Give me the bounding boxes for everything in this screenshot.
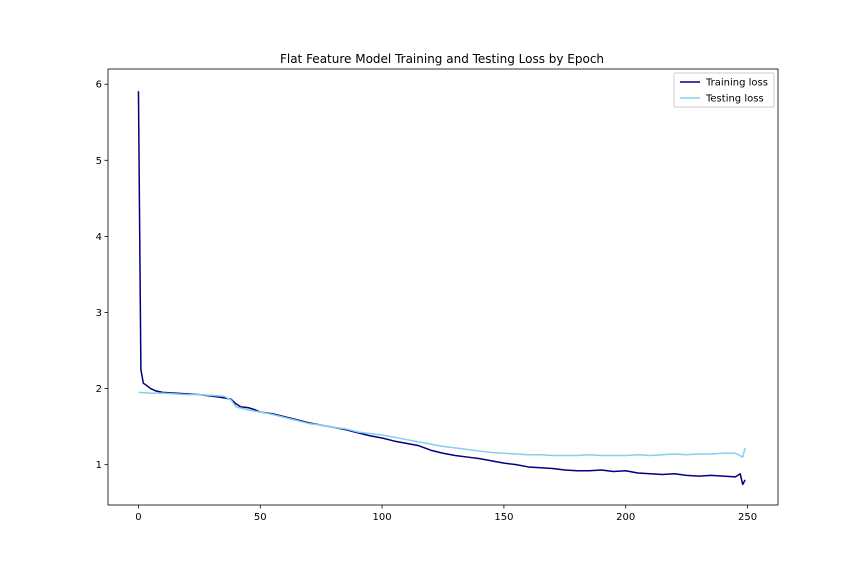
series-line-training-loss — [137, 91, 746, 486]
series-line-testing-loss — [138, 391, 746, 458]
x-tick-label: 100 — [373, 512, 392, 523]
x-tick-label: 150 — [494, 512, 513, 523]
x-tick-label: 250 — [738, 512, 757, 523]
y-tick-label: 2 — [96, 384, 102, 395]
y-tick-label: 5 — [96, 156, 102, 167]
y-tick-label: 3 — [96, 308, 102, 319]
axes: 0 50 100 150 200 250 1 2 3 4 5 6 — [96, 68, 779, 523]
chart-title: Flat Feature Model Training and Testing … — [280, 52, 604, 66]
plot-frame — [107, 68, 779, 506]
x-tick-label: 50 — [254, 512, 267, 523]
legend-label-training: Training loss — [705, 78, 768, 89]
y-tick-label: 1 — [96, 460, 102, 471]
y-tick-label: 6 — [96, 80, 102, 91]
legend: Training loss Testing loss — [673, 72, 775, 108]
y-tick-label: 4 — [96, 232, 102, 243]
x-tick-label: 200 — [616, 512, 635, 523]
plot-area — [137, 91, 746, 486]
x-tick-label: 0 — [135, 512, 141, 523]
legend-label-testing: Testing loss — [705, 94, 764, 105]
